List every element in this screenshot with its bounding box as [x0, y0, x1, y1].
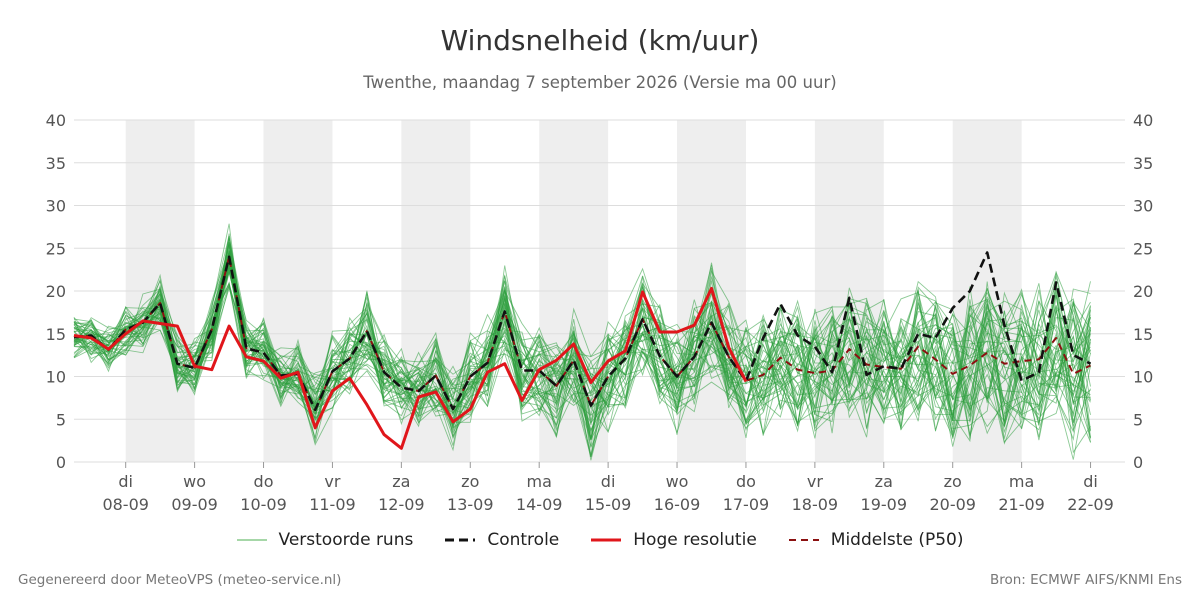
y-tick-right-25: 25	[1133, 239, 1153, 258]
y-tick-left-30: 30	[46, 197, 66, 216]
footer-source: Bron: ECMWF AIFS/KNMI Ens	[989, 572, 1182, 588]
legend-item-ensemble: Verstoorde runs	[236, 530, 414, 550]
y-tick-left-20: 20	[46, 282, 66, 301]
x-tick-day-6: ma	[527, 472, 552, 491]
x-tick-day-5: zo	[461, 472, 479, 491]
ensemble-member-line-39	[73, 253, 1091, 440]
legend-swatch-ensemble	[236, 539, 267, 541]
x-tick-date-4: 12-09	[378, 495, 425, 514]
x-tick-date-5: 13-09	[447, 495, 494, 514]
y-tick-left-0: 0	[56, 453, 66, 472]
ensemble-member-line-49	[73, 263, 1091, 432]
highres-series-line	[73, 286, 748, 450]
x-tick-date-8: 16-09	[654, 495, 701, 514]
x-tick-day-3: vr	[324, 472, 340, 491]
x-tick-date-7: 15-09	[585, 495, 632, 514]
legend-swatch-median	[788, 539, 819, 541]
ensemble-member-line-42	[73, 242, 1091, 446]
x-tick-date-1: 09-09	[171, 495, 218, 514]
y-tick-right-5: 5	[1133, 410, 1143, 429]
x-tick-day-4: za	[392, 472, 410, 491]
legend-item-median: Middelste (P50)	[788, 530, 964, 550]
legend-swatch-highres	[591, 538, 622, 542]
control-series-line	[73, 251, 1092, 412]
x-tick-date-6: 14-09	[516, 495, 563, 514]
x-tick-date-9: 17-09	[723, 495, 770, 514]
y-tick-left-5: 5	[56, 410, 66, 429]
x-tick-day-10: vr	[807, 472, 823, 491]
y-tick-right-40: 40	[1133, 111, 1153, 130]
ensemble-member-line-48	[73, 223, 1091, 432]
x-tick-day-14: di	[1083, 472, 1098, 491]
legend-label-ensemble: Verstoorde runs	[278, 530, 414, 550]
x-tick-date-11: 19-09	[861, 495, 908, 514]
legend-label-highres: Hoge resolutie	[633, 530, 757, 550]
legend-label-control: Controle	[487, 530, 560, 550]
y-tick-left-15: 15	[46, 325, 66, 344]
x-tick-day-9: do	[736, 472, 756, 491]
legend-item-highres: Hoge resolutie	[591, 530, 757, 550]
y-tick-right-20: 20	[1133, 282, 1153, 301]
chart-title: Windsnelheid (km/uur)	[440, 24, 760, 57]
y-tick-left-10: 10	[46, 368, 66, 387]
x-tick-date-14: 22-09	[1067, 495, 1114, 514]
ensemble-member-line-8	[73, 274, 1091, 448]
y-tick-right-15: 15	[1133, 325, 1153, 344]
x-tick-day-11: za	[875, 472, 893, 491]
footer-credit: Gegenereerd door MeteoVPS (meteo-service…	[18, 572, 342, 588]
ensemble-member-line-37	[73, 246, 1091, 443]
x-tick-day-8: wo	[666, 472, 689, 491]
x-tick-date-0: 08-09	[102, 495, 149, 514]
x-tick-day-13: ma	[1009, 472, 1034, 491]
y-tick-left-25: 25	[46, 239, 66, 258]
x-tick-date-12: 20-09	[929, 495, 976, 514]
x-tick-day-1: wo	[183, 472, 206, 491]
x-tick-date-2: 10-09	[240, 495, 287, 514]
y-tick-left-35: 35	[46, 154, 66, 173]
legend: Verstoorde runs Controle Hoge resolutie …	[0, 530, 1200, 550]
x-tick-date-10: 18-09	[792, 495, 839, 514]
y-tick-left-40: 40	[46, 111, 66, 130]
x-tick-day-2: do	[254, 472, 274, 491]
y-tick-right-10: 10	[1133, 368, 1153, 387]
x-tick-day-7: di	[601, 472, 616, 491]
y-tick-right-35: 35	[1133, 154, 1153, 173]
x-tick-date-3: 11-09	[309, 495, 356, 514]
y-tick-right-0: 0	[1133, 453, 1143, 472]
legend-swatch-control	[445, 538, 476, 542]
chart-subtitle: Twenthe, maandag 7 september 2026 (Versi…	[363, 73, 837, 92]
legend-item-control: Controle	[445, 530, 559, 550]
ensemble-member-line-0	[73, 254, 1091, 440]
x-tick-date-13: 21-09	[998, 495, 1045, 514]
y-tick-right-30: 30	[1133, 197, 1153, 216]
x-tick-day-12: zo	[944, 472, 962, 491]
legend-label-median: Middelste (P50)	[830, 530, 964, 550]
x-tick-day-0: di	[118, 472, 133, 491]
